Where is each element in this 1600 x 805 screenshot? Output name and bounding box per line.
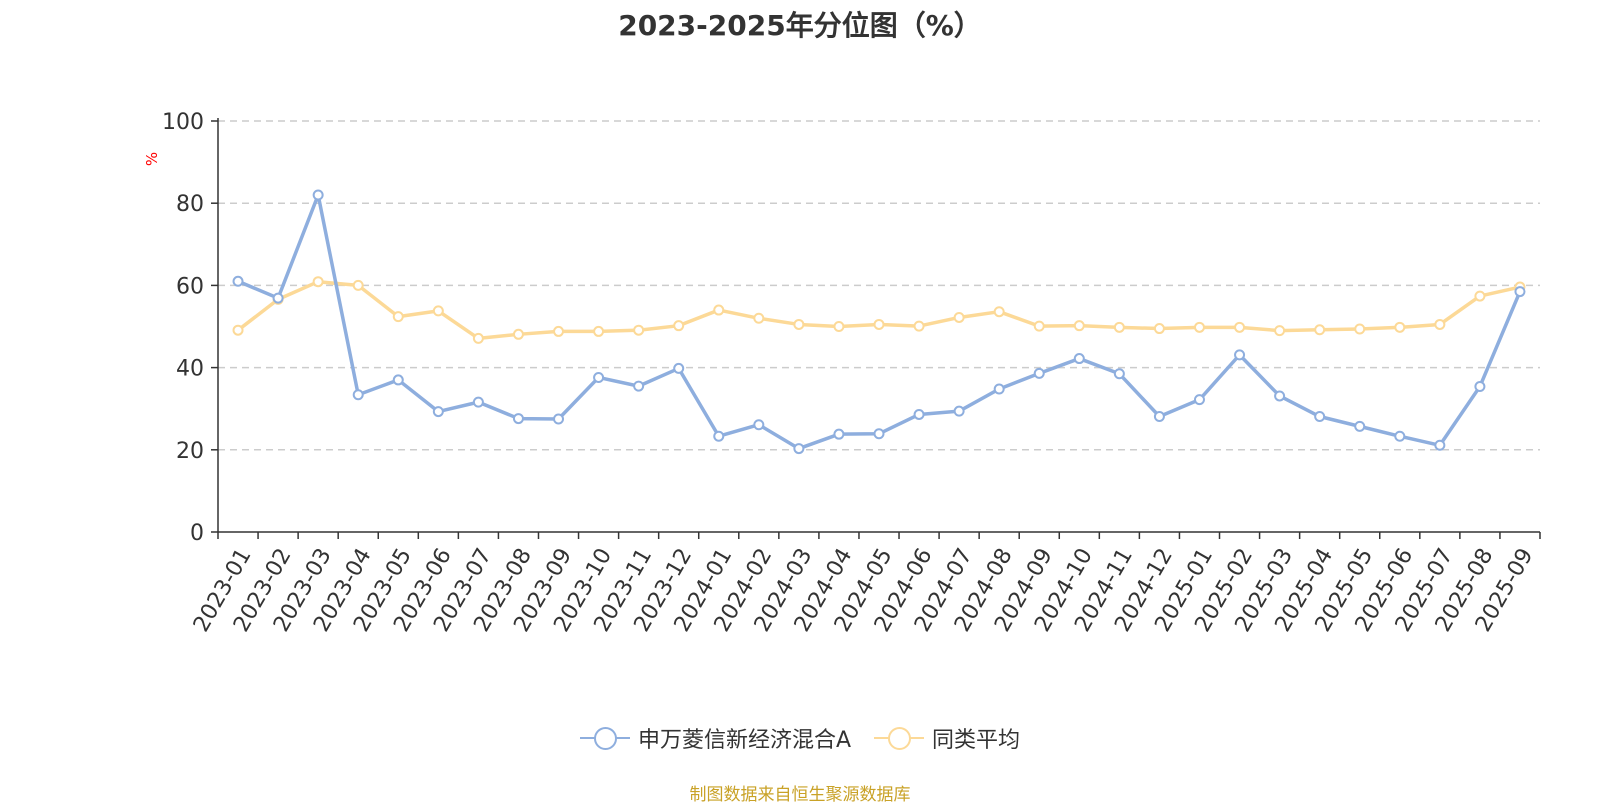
data-point	[352, 279, 364, 291]
y-tick-label: 60	[176, 274, 204, 299]
data-point	[1033, 367, 1045, 379]
data-point	[753, 312, 765, 324]
data-point	[512, 328, 524, 340]
circle-line-marker-icon	[874, 726, 925, 750]
chart-title: 2023-2025年分位图（%）	[618, 9, 982, 42]
data-point	[312, 189, 324, 201]
legend-label-series-b: 同类平均	[932, 728, 1021, 753]
legend: 申万菱信新经济混合A 同类平均	[0, 722, 1600, 756]
data-point	[873, 318, 885, 330]
data-point	[1274, 390, 1286, 402]
data-point	[713, 430, 725, 442]
data-point	[1193, 321, 1205, 333]
y-tick-label: 80	[176, 192, 204, 217]
data-point	[1474, 381, 1486, 393]
data-point	[1394, 430, 1406, 442]
data-point	[1394, 321, 1406, 333]
data-point	[1193, 394, 1205, 406]
legend-item-series-b[interactable]: 同类平均	[874, 722, 1020, 754]
data-point	[793, 318, 805, 330]
data-point	[1113, 321, 1125, 333]
legend-item-series-a[interactable]: 申万菱信新经济混合A	[579, 722, 852, 754]
data-point	[753, 419, 765, 431]
data-point	[953, 311, 965, 323]
data-point	[553, 413, 565, 425]
data-point	[1234, 349, 1246, 361]
data-point	[1033, 320, 1045, 332]
data-point	[352, 389, 364, 401]
source-note: 制图数据来自恒生聚源数据库	[689, 785, 911, 805]
data-point	[1354, 420, 1366, 432]
data-point	[232, 275, 244, 287]
data-point	[993, 306, 1005, 318]
data-point	[1354, 323, 1366, 335]
data-point	[913, 408, 925, 420]
data-point	[993, 383, 1005, 395]
data-point	[953, 405, 965, 417]
data-point	[392, 374, 404, 386]
legend-label-series-a: 申万菱信新经济混合A	[637, 728, 852, 753]
data-point	[1514, 286, 1526, 298]
data-point	[1474, 290, 1486, 302]
data-point	[472, 332, 484, 344]
grid-lines	[218, 120, 1540, 451]
data-point	[1434, 318, 1446, 330]
data-point	[673, 320, 685, 332]
data-point	[432, 406, 444, 418]
tick-labels: 0204060801002023-012023-022023-032023-04…	[162, 110, 1539, 636]
data-point	[553, 325, 565, 337]
data-point	[913, 320, 925, 332]
data-point	[713, 304, 725, 316]
y-tick-label: 20	[176, 439, 204, 464]
data-point	[392, 311, 404, 323]
axes	[211, 118, 1541, 539]
data-point	[873, 428, 885, 440]
data-point	[432, 305, 444, 317]
series-points	[232, 189, 1526, 455]
y-tick-label: 0	[190, 521, 204, 546]
y-tick-label: 40	[176, 357, 204, 382]
data-point	[593, 371, 605, 383]
data-point	[1434, 439, 1446, 451]
data-point	[1113, 368, 1125, 380]
data-point	[1314, 324, 1326, 336]
data-point	[512, 413, 524, 425]
data-point	[272, 292, 284, 304]
data-point	[1073, 320, 1085, 332]
data-point	[232, 324, 244, 336]
data-point	[593, 325, 605, 337]
data-point	[312, 276, 324, 288]
y-axis-label: %	[143, 152, 161, 166]
data-point	[833, 428, 845, 440]
data-point	[633, 324, 645, 336]
data-point	[673, 362, 685, 374]
data-point	[1314, 411, 1326, 423]
data-point	[1073, 353, 1085, 365]
y-tick-label: 100	[162, 110, 204, 135]
data-point	[1274, 325, 1286, 337]
data-point	[1153, 323, 1165, 335]
data-point	[1153, 411, 1165, 423]
data-point	[1234, 321, 1246, 333]
circle-line-marker-icon	[579, 726, 630, 750]
data-point	[793, 443, 805, 455]
data-point	[633, 380, 645, 392]
data-point	[472, 396, 484, 408]
data-point	[833, 321, 845, 332]
